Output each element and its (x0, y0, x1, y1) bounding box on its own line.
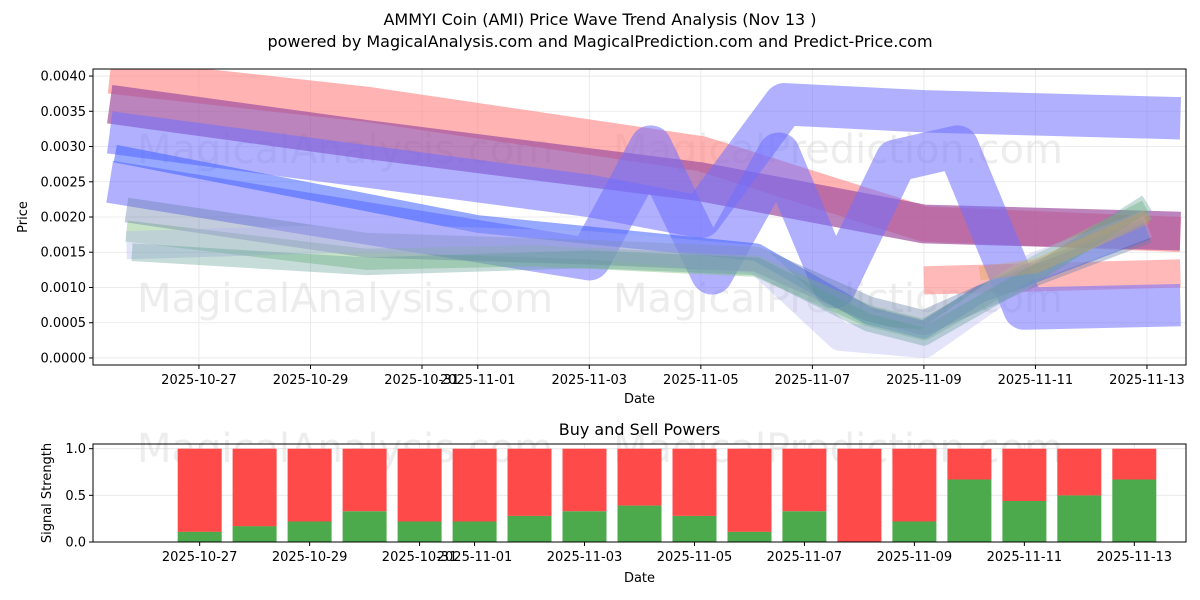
bar-sell (232, 448, 277, 527)
series-blue-wave-mid (113, 144, 1151, 339)
price-x-ticks: 2025-10-27 2025-10-29 2025-10-312025-11-01… (161, 365, 1185, 388)
power-x-tick-label: 2025-10-27 (162, 550, 238, 565)
series-green-wave (125, 200, 1152, 341)
price-y-tick-label: 0.0035 (41, 105, 87, 120)
bar-buy (1057, 495, 1102, 542)
bar-buy (232, 526, 277, 542)
bar-buy (177, 531, 222, 542)
price-y-axis-label: Price (16, 201, 31, 233)
bar-buy (1112, 479, 1157, 542)
power-axes-frame (92, 443, 1187, 543)
price-panel: MagicalAnalysis.com MagicalPrediction.com… (16, 68, 1187, 407)
power-x-tick-label: 2025-11-13 (1097, 550, 1173, 565)
bar-sell (1112, 448, 1157, 480)
price-y-tick-label: 0.0015 (41, 246, 87, 261)
series-teal-wave (131, 195, 1152, 346)
price-x-tick-label: 2025-11-09 (886, 373, 962, 388)
bar-buy (342, 511, 387, 542)
price-x-tick-label: 2025-10-29 (273, 373, 349, 388)
bar-buy (562, 511, 607, 542)
bar-sell (507, 448, 552, 516)
bar-buy (507, 515, 552, 542)
power-x-tick-label: 2025-11-01 (437, 550, 513, 565)
price-x-tick-label: 2025-10-31 (384, 373, 460, 388)
price-x-tick-label: 2025-10-27 (161, 373, 237, 388)
bar-buy (397, 521, 442, 542)
bar-sell (727, 448, 772, 532)
bar-buy (727, 531, 772, 542)
chart-title: AMMYI Coin (AMI) Price Wave Trend Analys… (383, 10, 816, 29)
power-y-axis-label: Signal Strength (40, 443, 55, 543)
power-x-tick-label: 2025-11-05 (657, 550, 733, 565)
price-series (106, 69, 1182, 358)
power-x-ticks: 2025-10-27 2025-10-29 2025-10-312025-11-01… (162, 542, 1172, 565)
price-y-tick-label: 0.0040 (41, 70, 87, 85)
power-y-tick-label: 0.5 (65, 489, 86, 504)
series-red-wave-bottom (923, 259, 1181, 295)
bar-sell (782, 448, 827, 512)
bar-buy (672, 515, 717, 542)
power-x-tick-label: 2025-11-07 (767, 550, 843, 565)
bar-sell (617, 448, 662, 506)
price-y-ticks: 0.0000 0.0005 0.0010 0.0015 0.0020 0.0025 0.00… (41, 70, 93, 366)
watermark-analysis: MagicalAnalysis.com (137, 276, 553, 322)
bar-buy (782, 511, 827, 542)
bar-buy (947, 479, 992, 542)
power-x-axis-label: Date (624, 571, 655, 586)
power-x-tick-label: 2025-11-11 (987, 550, 1063, 565)
bar-buy (892, 521, 937, 542)
price-x-tick-label: 2025-11-05 (663, 373, 739, 388)
price-y-tick-label: 0.0030 (41, 140, 87, 155)
bar-sell (287, 448, 332, 522)
bar-buy (1002, 500, 1047, 542)
power-bars (177, 448, 1157, 542)
price-x-tick-label: 2025-11-13 (1109, 373, 1185, 388)
bar-buy (452, 521, 497, 542)
power-x-tick-label: 2025-11-03 (547, 550, 623, 565)
power-x-tick-label: 2025-10-31 (382, 550, 458, 565)
chart-subtitle: powered by MagicalAnalysis.com and Magic… (267, 32, 932, 51)
series-blue-wave-zigzag (106, 125, 1181, 330)
price-y-tick-label: 0.0000 (41, 351, 87, 366)
price-x-axis-label: Date (624, 392, 655, 407)
bar-sell (672, 448, 717, 516)
price-x-tick-label: 2025-11-01 (440, 373, 516, 388)
price-y-tick-label: 0.0010 (41, 281, 87, 296)
bar-sell (947, 448, 992, 480)
power-x-tick-label: 2025-10-29 (272, 550, 348, 565)
bar-sell (452, 448, 497, 522)
price-y-tick-label: 0.0020 (41, 211, 87, 226)
bar-sell (342, 448, 387, 512)
bar-buy (287, 521, 332, 542)
power-x-tick-label: 2025-11-09 (877, 550, 953, 565)
price-x-tick-label: 2025-11-07 (775, 373, 851, 388)
bar-sell (837, 448, 882, 542)
bar-sell (892, 448, 937, 522)
series-orange-wave (978, 210, 1150, 281)
power-panel: MagicalAnalysis.comMagicalPrediction.com… (40, 420, 1187, 586)
power-y-ticks: 0.0 0.5 1.0 (65, 442, 93, 551)
bar-sell (1002, 448, 1047, 501)
price-y-tick-label: 0.0025 (41, 175, 87, 190)
series-slate-wave (124, 197, 1152, 336)
series-blue-wave-upper (106, 83, 1181, 239)
bar-sell (177, 448, 222, 532)
bar-sell (1057, 448, 1102, 496)
price-x-tick-label: 2025-11-03 (552, 373, 628, 388)
power-y-tick-label: 0.0 (65, 536, 86, 551)
series-lavender-wave (126, 210, 1152, 358)
bar-buy (617, 505, 662, 542)
bar-sell (397, 448, 442, 522)
power-panel-title: Buy and Sell Powers (559, 420, 721, 439)
price-y-tick-label: 0.0005 (41, 316, 87, 331)
bar-sell (562, 448, 607, 512)
price-x-tick-label: 2025-11-11 (998, 373, 1074, 388)
power-y-tick-label: 1.0 (65, 442, 86, 457)
